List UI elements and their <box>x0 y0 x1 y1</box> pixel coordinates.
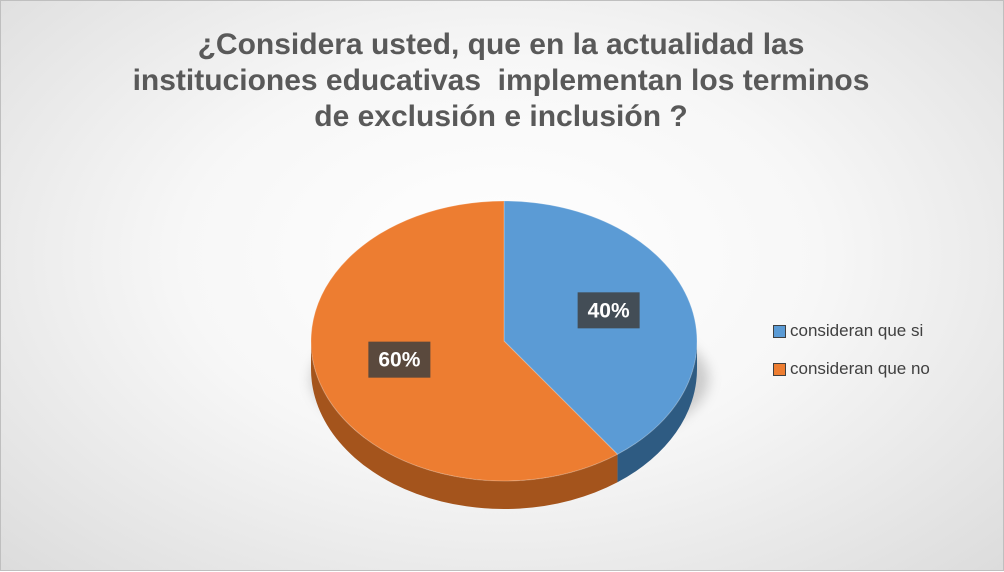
legend-item-si: consideran que si <box>773 319 930 343</box>
data-label-0: 40% <box>577 292 640 329</box>
data-label-1: 60% <box>368 341 431 378</box>
chart-title-line-2: instituciones educativas implementan los… <box>132 64 870 97</box>
legend: consideran que si consideran que no <box>773 319 930 395</box>
chart-title: ¿Considera usted, que en la actualidad l… <box>61 27 941 135</box>
legend-item-no: consideran que no <box>773 357 930 381</box>
pie-side-1 <box>311 341 618 509</box>
chart-title-line-1: ¿Considera usted, que en la actualidad l… <box>197 28 805 61</box>
pie-slice-1 <box>310 200 619 482</box>
data-label-text-1: 60% <box>378 349 420 372</box>
data-label-text-0: 40% <box>588 299 630 322</box>
legend-swatch-no <box>773 362 786 376</box>
legend-label-si: consideran que si <box>790 321 924 340</box>
pie-side-0 <box>617 341 697 483</box>
legend-swatch-si <box>773 324 786 338</box>
legend-label-no: consideran que no <box>790 359 930 378</box>
chart-title-line-3: de exclusión e inclusión ? <box>314 100 688 133</box>
